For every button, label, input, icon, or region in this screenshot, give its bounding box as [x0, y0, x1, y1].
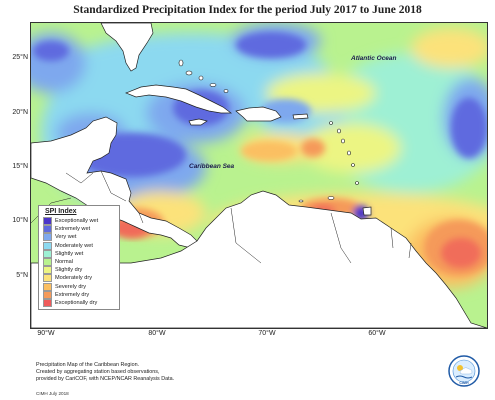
legend-item: Severely dry — [39, 282, 119, 291]
legend-item: Slightly wet — [39, 249, 119, 258]
lat-label: 25°N — [12, 54, 28, 61]
legend-swatch — [43, 274, 52, 283]
legend-swatch — [43, 282, 52, 291]
land — [31, 23, 487, 328]
lat-label: 20°N — [12, 109, 28, 116]
legend-swatch — [43, 233, 52, 242]
lat-label: 5°N — [16, 272, 28, 279]
lon-label: 90°W — [37, 330, 55, 337]
lat-label: 10°N — [12, 217, 28, 224]
legend-label: Normal — [55, 259, 74, 266]
legend-label: Slightly wet — [55, 250, 84, 257]
map-title: Standardized Precipitation Index for the… — [73, 4, 422, 16]
legend-item: Slightly dry — [39, 266, 119, 275]
legend-label: Extremely wet — [55, 226, 91, 233]
legend-swatch — [43, 217, 52, 226]
caribbean-sea-label: Caribbean Sea — [189, 163, 235, 170]
credit-line: Created by aggregating station based obs… — [36, 369, 160, 375]
legend-label: Exceptionally wet — [55, 218, 99, 225]
legend-item: Exceptionally dry — [39, 298, 119, 307]
credit-line: Precipitation Map of the Caribbean Regio… — [36, 362, 140, 368]
logo-text: CIMH — [459, 381, 469, 385]
legend-swatch — [43, 249, 52, 258]
land-florida — [100, 23, 154, 72]
land-hispaniola — [235, 106, 282, 122]
legend-label: Severely dry — [55, 283, 87, 290]
legend-item: Exceptionally wet — [39, 217, 119, 226]
land-cuba — [125, 84, 233, 114]
legend-item: Normal — [39, 258, 119, 267]
small-islands — [178, 59, 359, 203]
legend-rows: Exceptionally wet Extremely wet Very wet Mo… — [39, 217, 119, 307]
land-puerto-rico — [292, 113, 309, 120]
legend-item: Extremely dry — [39, 290, 119, 299]
legend-swatch — [43, 241, 52, 250]
credit-date: CIMH July 2018 — [36, 391, 69, 396]
legend-label: Slightly dry — [55, 267, 83, 274]
legend-title: SPI Index — [45, 208, 77, 215]
land-jamaica — [188, 118, 208, 126]
lon-label: 80°W — [148, 330, 166, 337]
credit-text: Precipitation Map of the Caribbean Regio… — [36, 362, 236, 383]
legend-swatch — [43, 266, 52, 275]
land-trinidad — [362, 206, 372, 216]
legend-swatch — [43, 258, 52, 267]
legend-label: Exceptionally dry — [55, 299, 98, 306]
spi-legend: SPI Index Exceptionally wet Extremely wet… — [38, 205, 120, 310]
legend-label: Moderately dry — [55, 275, 92, 282]
lon-label: 60°W — [368, 330, 386, 337]
cimh-logo: CIMH — [448, 355, 480, 387]
legend-item: Moderately wet — [39, 241, 119, 250]
legend-item: Moderately dry — [39, 274, 119, 283]
legend-label: Moderately wet — [55, 242, 93, 249]
lon-label: 70°W — [258, 330, 276, 337]
borders — [31, 170, 412, 264]
credit-line: provided by CariCOF, with NCEP/NCAR Rean… — [36, 376, 175, 382]
legend-item: Extremely wet — [39, 225, 119, 234]
lat-label: 15°N — [12, 163, 28, 170]
legend-label: Very wet — [55, 234, 77, 241]
legend-item: Very wet — [39, 233, 119, 242]
legend-swatch — [43, 290, 52, 299]
legend-swatch — [43, 298, 52, 307]
atlantic-ocean-label: Atlantic Ocean — [351, 55, 397, 62]
legend-label: Extremely dry — [55, 291, 90, 298]
legend-swatch — [43, 225, 52, 234]
